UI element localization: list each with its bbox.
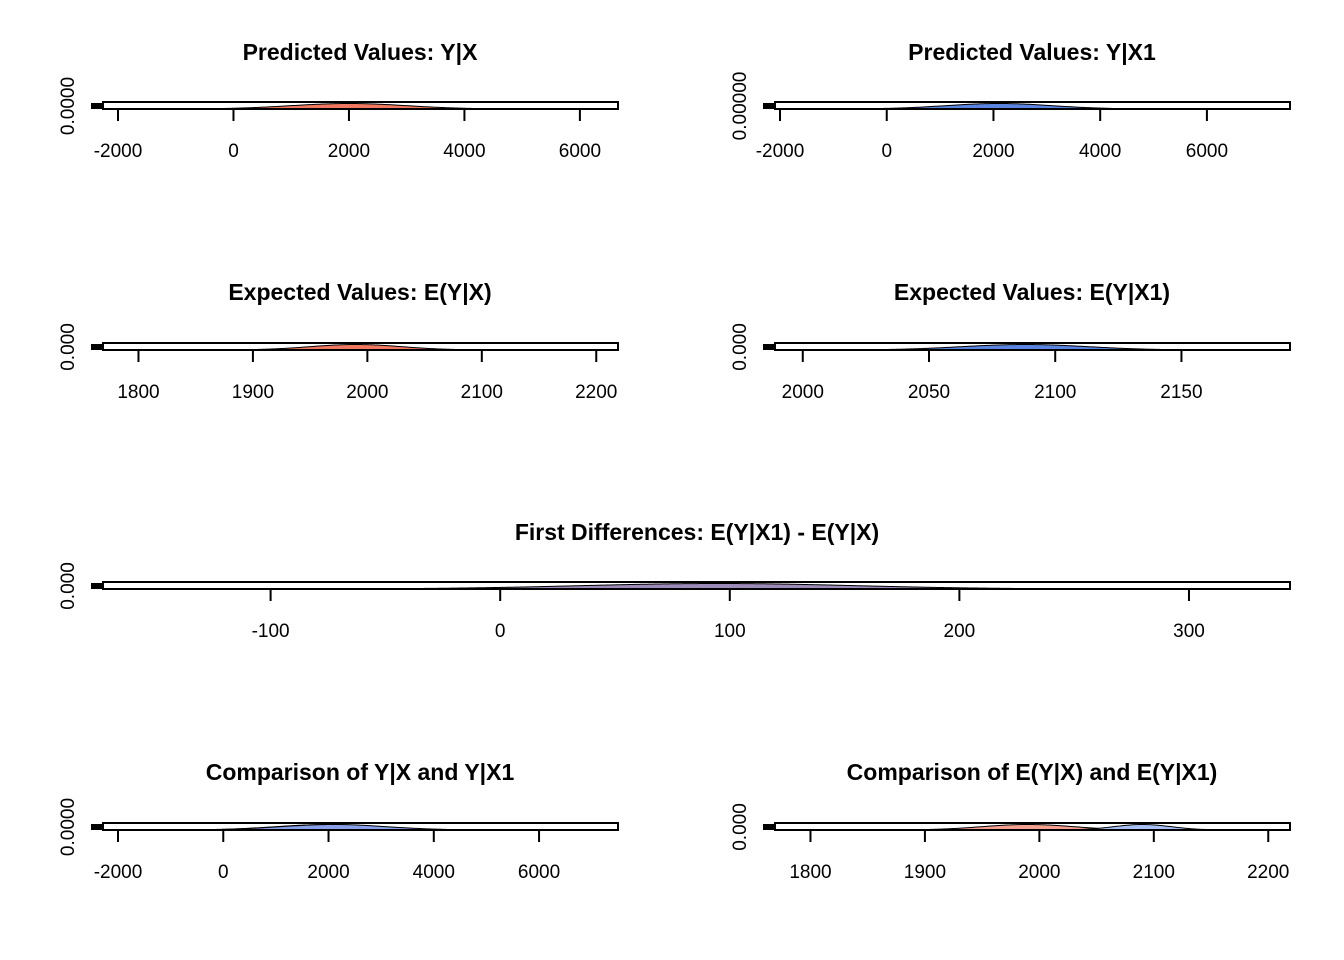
x-axis-tick-label: 2050	[908, 382, 950, 403]
y-axis-ticks	[91, 103, 103, 109]
panel-1: Predicted Values: Y|X 0.0000 -2000 0 2000 400…	[58, 39, 619, 162]
panel-title: First Differences: E(Y|X1) - E(Y|X)	[515, 519, 879, 545]
x-axis-tick-label: 0	[881, 141, 892, 162]
panel-5: First Differences: E(Y|X1) - E(Y|X) 0.000…	[58, 519, 1291, 642]
x-axis-tick-label: 6000	[1186, 141, 1228, 162]
x-axis-tick-label: 2000	[307, 862, 349, 883]
x-axis-tick-label: 2000	[328, 141, 370, 162]
panel-title: Predicted Values: Y|X1	[908, 39, 1156, 65]
panel-7: Comparison of E(Y|X) and E(Y|X1) 0.000 180…	[730, 759, 1291, 883]
plot-box	[774, 101, 1291, 110]
x-axis-tick-label: 2000	[782, 382, 824, 403]
x-axis-tick-label: 4000	[443, 141, 485, 162]
x-axis-tick-label: 2000	[346, 382, 388, 403]
x-axis-tick-label: -2000	[94, 141, 143, 162]
x-axis-tick-label: 300	[1173, 621, 1205, 642]
x-axis-tick-label: 1900	[904, 862, 946, 883]
x-axis-tick-label: 0	[218, 862, 229, 883]
y-axis-tick-label: 0.0000	[58, 77, 79, 135]
y-axis-tick-label: 0.000	[58, 323, 79, 371]
panel-title: Comparison of Y|X and Y|X1	[206, 759, 515, 785]
panel-title: Predicted Values: Y|X	[243, 39, 478, 65]
panel-title: Expected Values: E(Y|X)	[228, 279, 491, 305]
x-axis-tick-label: 0	[495, 621, 506, 642]
y-axis-tick-label: 0.00000	[730, 72, 751, 141]
plot-box	[774, 342, 1291, 351]
x-axis-tick-label: 2000	[1018, 862, 1060, 883]
x-axis-tick-label: 6000	[559, 141, 601, 162]
x-axis-tick-label: 200	[944, 621, 976, 642]
x-axis-tick-label: 2150	[1160, 382, 1202, 403]
panel-3: Expected Values: E(Y|X) 0.000 1800 1900 2000…	[58, 279, 619, 403]
x-axis-tick-label: 2100	[1133, 862, 1175, 883]
x-axis-tick-label: -2000	[756, 141, 805, 162]
plot-box	[102, 822, 619, 831]
panel-4: Expected Values: E(Y|X1) 0.000 2000 2050 210…	[730, 279, 1291, 403]
y-axis-ticks	[91, 583, 103, 589]
x-axis-tick-label: -2000	[94, 862, 143, 883]
y-axis-ticks	[91, 824, 103, 830]
x-axis-tick-label: -100	[252, 621, 290, 642]
y-axis-ticks	[763, 103, 775, 109]
y-axis-tick-label: 0.0000	[58, 798, 79, 856]
x-axis-tick-label: 2000	[972, 141, 1014, 162]
x-axis-tick-label: 1800	[789, 862, 831, 883]
x-axis-tick-label: 100	[714, 621, 746, 642]
x-axis-tick-label: 2200	[1247, 862, 1289, 883]
plot-box	[102, 101, 619, 110]
y-axis-tick-label: 0.000	[730, 323, 751, 371]
x-axis-tick-label: 2200	[575, 382, 617, 403]
plot-box	[102, 581, 1291, 590]
y-axis-tick-label: 0.000	[58, 562, 79, 610]
y-axis-ticks	[763, 344, 775, 350]
x-axis-tick-label: 1900	[232, 382, 274, 403]
y-axis-ticks	[91, 344, 103, 350]
x-axis-tick-label: 1800	[117, 382, 159, 403]
panel-title: Expected Values: E(Y|X1)	[894, 279, 1170, 305]
y-axis-tick-label: 0.000	[730, 803, 751, 851]
x-axis-tick-label: 4000	[413, 862, 455, 883]
x-axis-tick-label: 2100	[1034, 382, 1076, 403]
x-axis-tick-label: 0	[228, 141, 239, 162]
x-axis-tick-label: 4000	[1079, 141, 1121, 162]
panel-6: Comparison of Y|X and Y|X1 0.0000 -2000 0 20…	[58, 759, 619, 883]
y-axis-ticks	[763, 824, 775, 830]
panel-2: Predicted Values: Y|X1 0.00000-2000 0 2000 4…	[730, 39, 1291, 162]
x-axis-tick-label: 6000	[518, 862, 560, 883]
plot-box	[102, 342, 619, 351]
panel-title: Comparison of E(Y|X) and E(Y|X1)	[847, 759, 1218, 785]
plot-box	[774, 822, 1291, 831]
x-axis-tick-label: 2100	[461, 382, 503, 403]
